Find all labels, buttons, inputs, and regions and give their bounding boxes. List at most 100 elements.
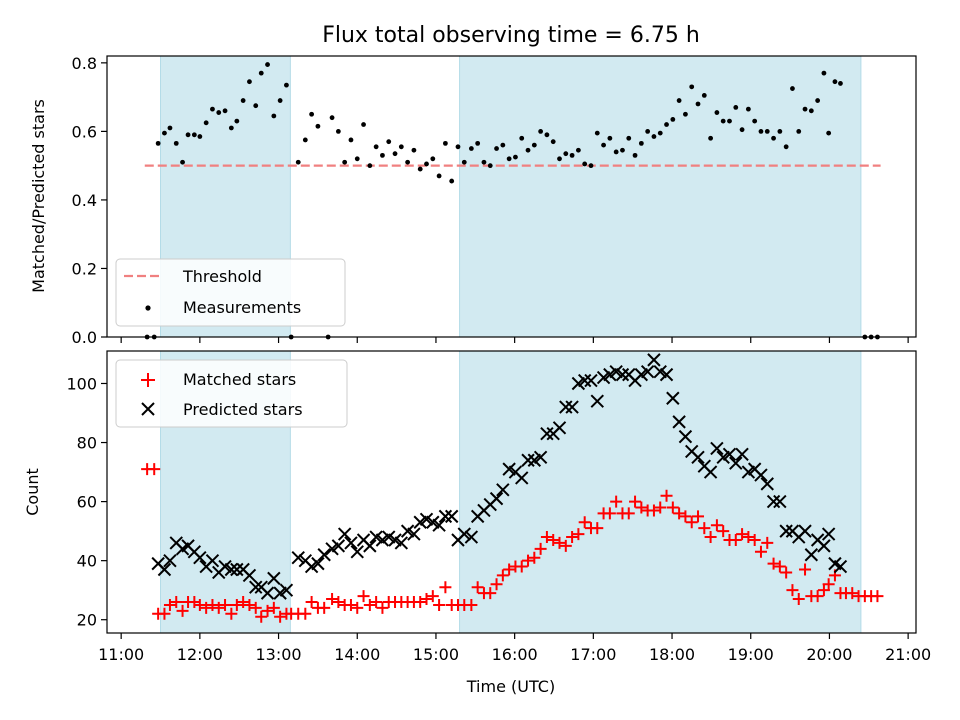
matched-point — [439, 581, 452, 594]
measurement-point — [727, 118, 732, 124]
matched-point — [666, 501, 679, 514]
predicted-point — [193, 550, 207, 565]
predicted-series — [151, 353, 848, 600]
predicted-point — [291, 550, 305, 565]
matched-point — [773, 560, 786, 573]
matched-point — [822, 578, 835, 591]
matched-point — [351, 601, 364, 614]
matched-point — [692, 510, 705, 523]
matched-point — [685, 516, 698, 529]
measurement-point — [461, 159, 467, 165]
predicted-point — [735, 447, 749, 462]
predicted-point — [533, 450, 548, 465]
predicted-point — [703, 465, 718, 479]
measurement-point — [392, 151, 398, 157]
matched-point — [622, 507, 635, 520]
matched-point — [471, 581, 484, 594]
measurement-point — [442, 140, 448, 146]
predicted-point — [565, 400, 579, 414]
measurement-point — [657, 130, 663, 136]
matched-point — [679, 510, 692, 523]
predicted-point — [754, 468, 768, 482]
measurement-point — [417, 166, 423, 172]
matched-point — [267, 601, 280, 614]
measurement-point — [796, 128, 802, 134]
predicted-point — [552, 421, 567, 435]
predicted-point — [260, 586, 275, 600]
measurement-point — [645, 128, 651, 134]
bottom-panel: 20 40 60 80 100 11:00 12:00 13:00 14:00 15:00 16:… — [23, 350, 931, 696]
measurement-point — [302, 137, 308, 143]
bottom-axes-frame — [106, 350, 917, 634]
measurement-point — [790, 86, 795, 91]
x-axis-label: Time (UTC) — [466, 677, 555, 696]
measurement-point — [838, 81, 843, 86]
matched-point — [420, 593, 433, 606]
measurement-point — [210, 106, 215, 112]
predicted-point — [798, 524, 812, 538]
measurement-point — [315, 123, 321, 129]
matched-point — [792, 593, 805, 606]
predicted-point — [331, 539, 346, 553]
measurement-point — [228, 125, 234, 131]
matched-point — [871, 590, 884, 603]
predicted-point — [678, 429, 693, 444]
measurement-point — [739, 127, 745, 133]
matched-point — [206, 598, 219, 611]
measurement-point — [664, 122, 669, 127]
matched-point — [357, 590, 370, 603]
chart-title: Flux total observing time = 6.75 h — [322, 23, 700, 48]
measurement-point — [449, 178, 455, 184]
matched-point — [704, 531, 717, 544]
matched-point — [243, 598, 256, 611]
bottom-legend: Matched stars Predicted stars — [115, 359, 348, 428]
measurement-point — [613, 149, 619, 155]
matched-point — [673, 507, 686, 520]
matched-point — [158, 607, 171, 620]
matched-point — [433, 598, 446, 611]
top-y-tick-label: 0.6 — [72, 122, 97, 141]
predicted-point — [432, 518, 446, 532]
measurement-point — [777, 128, 783, 134]
measurement-point — [191, 132, 197, 138]
matched-point — [572, 528, 585, 541]
matched-point — [230, 598, 243, 611]
predicted-point — [710, 441, 724, 456]
predicted-point — [577, 373, 592, 388]
x-tick-label: 15:00 — [413, 645, 459, 664]
predicted-point — [157, 562, 172, 577]
measurement-point — [506, 156, 512, 162]
predicted-point — [394, 536, 409, 550]
matched-point — [255, 610, 268, 623]
measurement-point — [247, 79, 252, 85]
bottom-y-axis-label: Count — [23, 468, 42, 516]
matched-point — [363, 598, 376, 611]
measurement-point — [575, 147, 581, 153]
matched-point — [426, 590, 439, 603]
matched-point — [660, 489, 673, 502]
measurement-point — [398, 144, 404, 150]
matched-point — [698, 522, 711, 535]
measurement-point — [720, 118, 726, 124]
matched-point — [274, 610, 287, 623]
x-tick-label: 21:00 — [885, 645, 931, 664]
x-tick-label: 20:00 — [806, 645, 852, 664]
measurement-point — [531, 142, 537, 148]
predicted-point — [496, 483, 510, 497]
measurement-point — [821, 70, 827, 76]
matched-point — [261, 604, 274, 617]
measurement-point — [832, 79, 838, 85]
predicted-point — [515, 471, 529, 485]
measurement-point — [155, 140, 161, 146]
measurement-point — [222, 108, 228, 114]
measurement-point — [436, 173, 442, 179]
predicted-point — [647, 353, 661, 367]
predicted-point — [224, 562, 239, 577]
measurement-point — [826, 130, 832, 136]
measurement-point — [745, 106, 751, 112]
matched-point — [193, 598, 206, 611]
matched-point — [237, 595, 250, 608]
measurement-point — [494, 146, 499, 151]
matched-point — [332, 595, 345, 608]
matched-point — [176, 604, 189, 617]
